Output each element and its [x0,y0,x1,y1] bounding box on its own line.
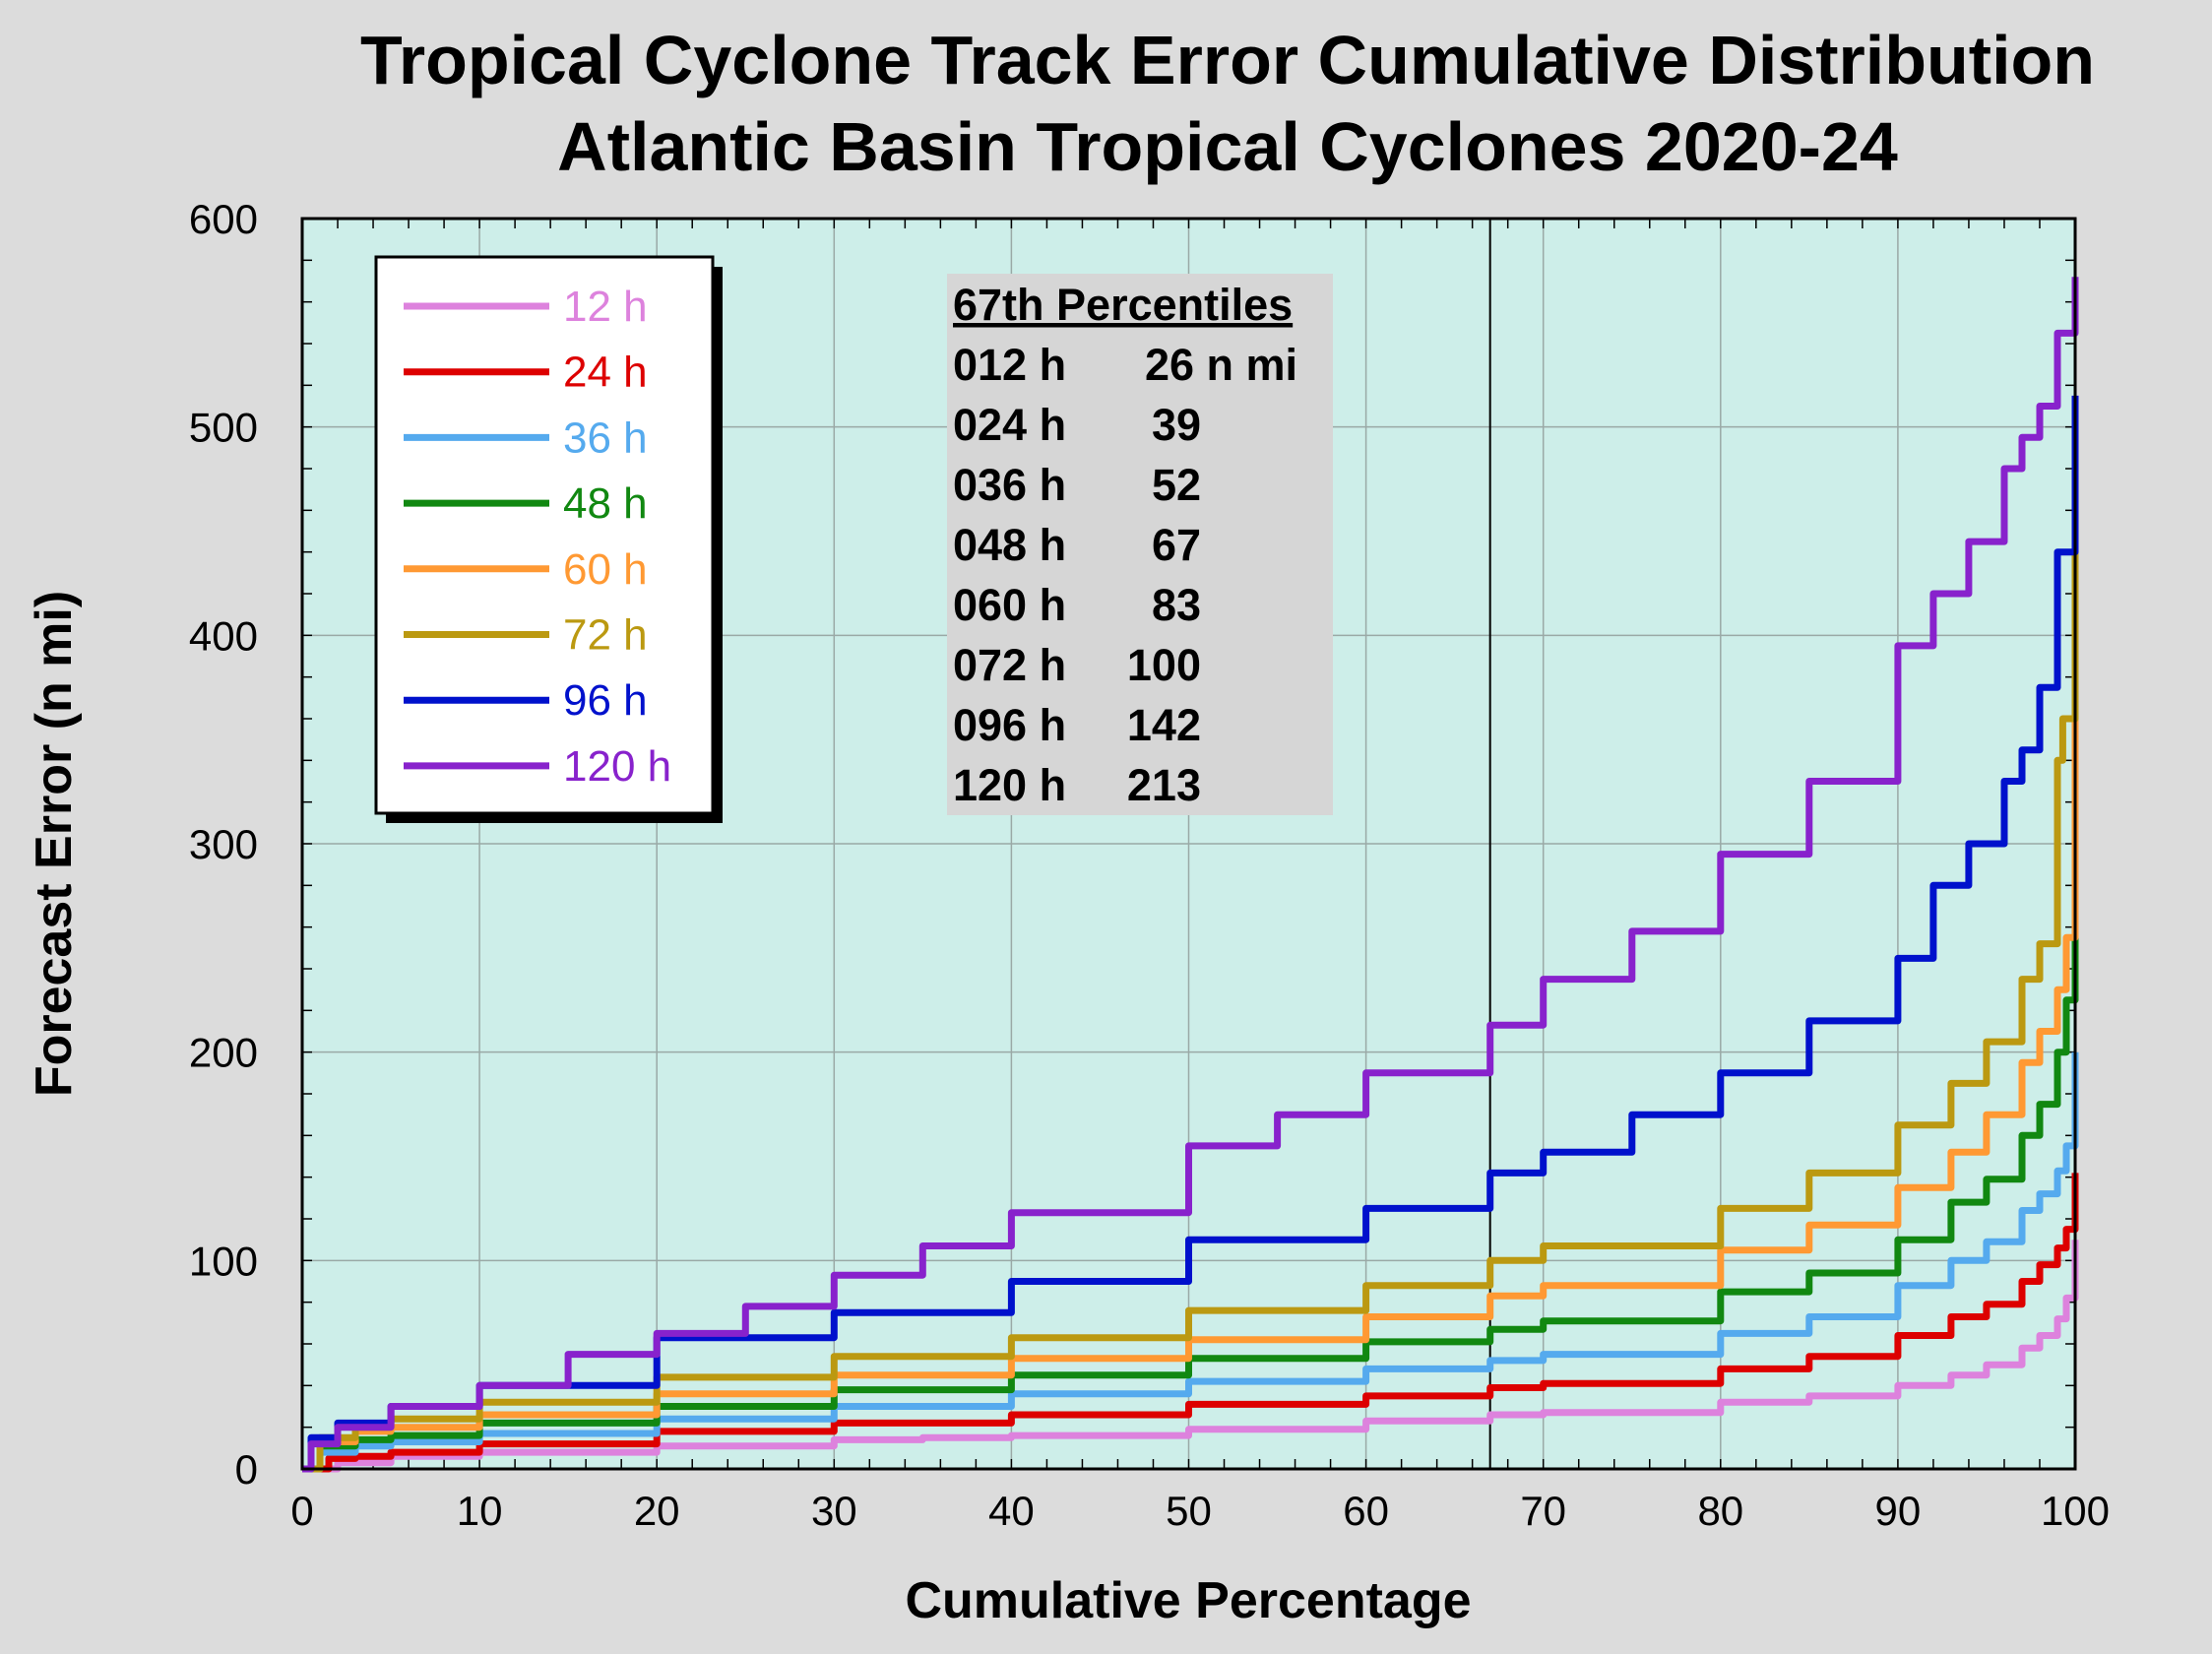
percentile-value: 52 [1152,460,1201,510]
legend: 12 h 24 h 36 h 48 h 60 h 72 h 96 h 120 h [374,255,723,823]
legend-box [374,255,715,815]
y-tick-label: 200 [189,1030,258,1076]
series-line-36h [302,1051,2079,1473]
x-tick-label: 90 [1875,1488,1922,1534]
series-line-48h [302,910,2079,1473]
series-line-120h [302,277,2079,1473]
y-axis-title: Forecast Error (n mi) [26,591,83,1097]
percentiles-heading: 67th Percentiles [953,280,1293,330]
percentile-value: 100 [1127,640,1201,690]
legend-entries: 12 h 24 h 36 h 48 h 60 h 72 h 96 h 120 h [404,283,671,791]
percentiles-rows: 012 h 26 n mi 024 h 39 036 h 52 048 h 67 060 h 83… [953,340,1297,810]
series-line-12h [302,1240,2079,1473]
plot-border [300,217,2077,1471]
x-tick-label: 80 [1697,1488,1743,1534]
percentiles-table: 67th Percentiles 012 h 26 n mi 024 h 39 036 … [947,274,1333,815]
percentile-value: 67 [1152,520,1201,570]
x-ticks: 0 10 20 30 40 50 60 70 80 90 100 [290,1488,2110,1534]
x-tick-label: 0 [290,1488,313,1534]
percentile-value: 83 [1152,580,1201,630]
legend-label: 48 h [563,479,648,528]
series-line-72h [302,406,2079,1473]
percentile-lead-time: 048 h [953,520,1066,570]
y-tick-label: 100 [189,1238,258,1284]
y-tick-label: 0 [235,1446,258,1493]
legend-label: 24 h [563,349,648,397]
series-lines [302,277,2079,1473]
percentile-value: 142 [1127,700,1201,750]
x-tick-label: 40 [988,1488,1035,1534]
y-tick-label: 400 [189,612,258,659]
legend-label: 12 h [563,283,648,331]
legend-label: 60 h [563,545,648,594]
x-tick-label: 20 [634,1488,680,1534]
percentiles-table-background [947,274,1333,815]
percentile-value: 39 [1152,400,1201,450]
percentile-lead-time: 060 h [953,580,1066,630]
percentile-lead-time: 024 h [953,400,1066,450]
chart-title: Tropical Cyclone Track Error Cumulative … [360,22,2095,98]
y-tick-label: 500 [189,405,258,451]
legend-label: 96 h [563,676,648,725]
y-tick-label: 300 [189,821,258,867]
x-tick-label: 60 [1343,1488,1389,1534]
x-tick-label: 10 [457,1488,503,1534]
percentile-lead-time: 012 h [953,340,1066,390]
legend-label: 72 h [563,611,648,660]
percentile-value: 26 n mi [1145,340,1297,390]
percentile-lead-time: 120 h [953,760,1066,810]
series-line-60h [302,447,2079,1473]
legend-label: 120 h [563,742,671,791]
x-axis-title: Cumulative Percentage [905,1572,1471,1629]
percentile-lead-time: 072 h [953,640,1066,690]
x-tick-label: 50 [1166,1488,1212,1534]
percentile-lead-time: 036 h [953,460,1066,510]
x-tick-label: 100 [2041,1488,2110,1534]
x-tick-label: 70 [1520,1488,1566,1534]
percentile-value: 213 [1127,760,1201,810]
y-tick-label: 600 [189,196,258,242]
series-line-24h [302,1173,2079,1473]
percentile-lead-time: 096 h [953,700,1066,750]
y-ticks: 0 100 200 300 400 500 600 [189,196,258,1493]
chart-subtitle: Atlantic Basin Tropical Cyclones 2020-24 [557,108,1898,185]
x-tick-label: 30 [811,1488,857,1534]
legend-label: 36 h [563,414,648,462]
